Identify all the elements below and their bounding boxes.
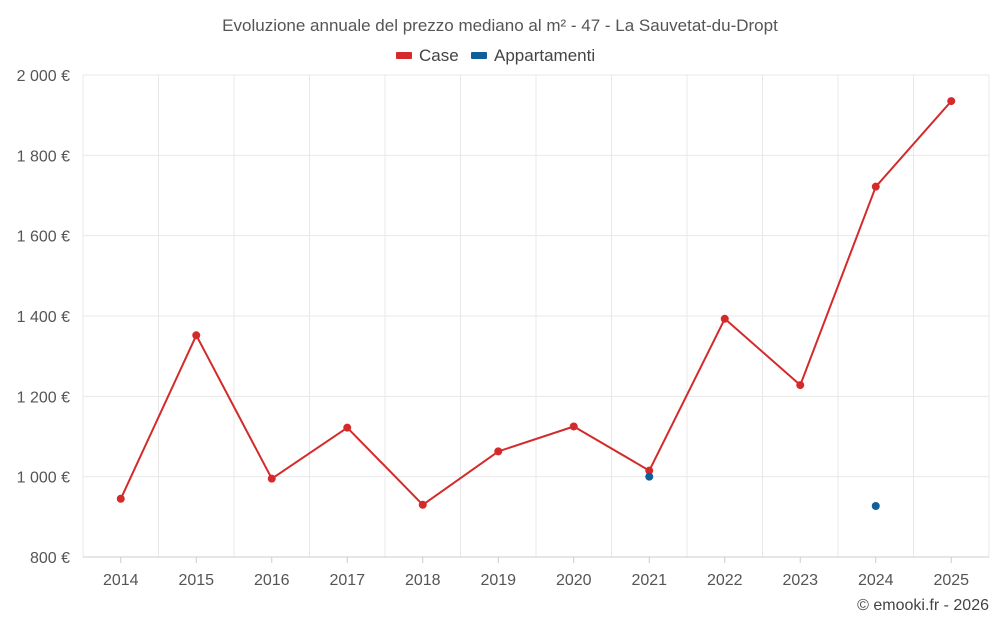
data-point-case[interactable] [343, 423, 352, 432]
x-tick-label: 2014 [103, 572, 139, 589]
legend-swatch-appartamenti [471, 52, 487, 59]
series-layer [116, 97, 956, 510]
y-tick-label: 2 000 € [17, 68, 70, 85]
x-tick-label: 2025 [933, 572, 969, 589]
data-point-case[interactable] [116, 494, 125, 503]
y-tick-label: 1 600 € [17, 229, 70, 246]
y-tick-label: 800 € [30, 550, 70, 567]
legend-label-case: Case [419, 46, 459, 65]
y-tick-label: 1 400 € [17, 309, 70, 326]
y-tick-label: 1 200 € [17, 389, 70, 406]
legend: Case Appartamenti [396, 46, 595, 65]
chart-title: Evoluzione annuale del prezzo mediano al… [222, 16, 778, 35]
grid [82, 74, 990, 557]
data-point-case[interactable] [796, 381, 805, 390]
data-point-case[interactable] [494, 447, 503, 456]
legend-item-appartamenti[interactable]: Appartamenti [471, 46, 595, 65]
y-axis: 800 € 1 000 € 1 200 € 1 400 € 1 600 € 1 800 €… [17, 68, 70, 567]
y-tick-label: 1 000 € [17, 470, 70, 487]
x-tick-label: 2016 [254, 572, 290, 589]
x-tick-label: 2019 [480, 572, 516, 589]
x-tick-label: 2020 [556, 572, 592, 589]
x-tick-label: 2018 [405, 572, 441, 589]
data-point-case[interactable] [267, 474, 276, 483]
x-tick-label: 2015 [178, 572, 214, 589]
x-tick-label: 2022 [707, 572, 743, 589]
legend-swatch-case [396, 52, 412, 59]
x-tick-label: 2021 [631, 572, 667, 589]
data-point-case[interactable] [192, 331, 201, 340]
data-point-case[interactable] [720, 314, 729, 323]
data-point-case[interactable] [871, 182, 880, 191]
data-point-case[interactable] [947, 97, 956, 106]
legend-item-case[interactable]: Case [396, 46, 459, 65]
data-point-case[interactable] [569, 422, 578, 431]
x-tick-label: 2017 [329, 572, 365, 589]
data-point-case[interactable] [418, 500, 427, 509]
x-tick-label: 2023 [782, 572, 818, 589]
x-axis: 2014 2015 2016 2017 2018 2019 2020 2021 2022 2023… [83, 556, 989, 589]
y-tick-label: 1 800 € [17, 148, 70, 165]
legend-label-appartamenti: Appartamenti [494, 46, 595, 65]
credit-text: © emooki.fr - 2026 [857, 597, 989, 614]
series-line-case [119, 100, 953, 506]
data-point-appartamenti[interactable] [645, 472, 654, 481]
data-point-appartamenti[interactable] [871, 501, 880, 510]
data-point-case[interactable] [645, 466, 654, 475]
x-tick-label: 2024 [858, 572, 894, 589]
